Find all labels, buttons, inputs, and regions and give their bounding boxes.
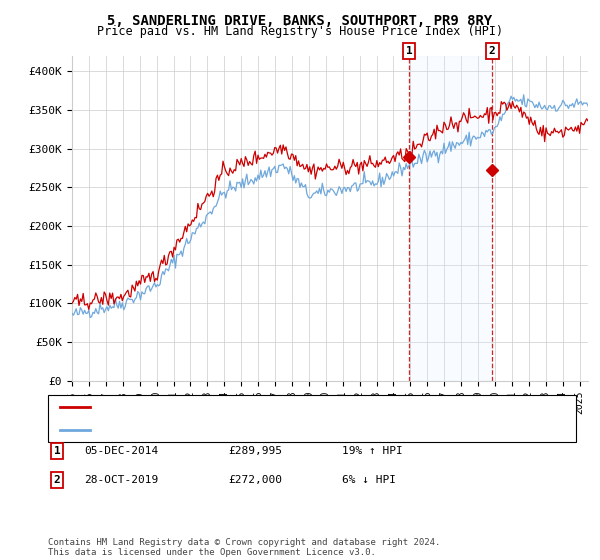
Text: £272,000: £272,000 bbox=[228, 475, 282, 485]
Text: 2: 2 bbox=[488, 46, 496, 56]
Text: 5, SANDERLING DRIVE, BANKS, SOUTHPORT, PR9 8RY: 5, SANDERLING DRIVE, BANKS, SOUTHPORT, P… bbox=[107, 14, 493, 28]
Text: 2: 2 bbox=[53, 475, 61, 485]
Text: 28-OCT-2019: 28-OCT-2019 bbox=[84, 475, 158, 485]
Text: £289,995: £289,995 bbox=[228, 446, 282, 456]
Text: 05-DEC-2014: 05-DEC-2014 bbox=[84, 446, 158, 456]
Bar bbox=[409, 56, 492, 381]
Text: 5, SANDERLING DRIVE, BANKS, SOUTHPORT, PR9 8RY (detached house): 5, SANDERLING DRIVE, BANKS, SOUTHPORT, P… bbox=[93, 402, 487, 412]
Text: HPI: Average price, detached house, West Lancashire: HPI: Average price, detached house, West… bbox=[93, 425, 412, 435]
Text: Price paid vs. HM Land Registry's House Price Index (HPI): Price paid vs. HM Land Registry's House … bbox=[97, 25, 503, 38]
Text: 19% ↑ HPI: 19% ↑ HPI bbox=[342, 446, 403, 456]
Text: 1: 1 bbox=[406, 46, 412, 56]
Text: Contains HM Land Registry data © Crown copyright and database right 2024.
This d: Contains HM Land Registry data © Crown c… bbox=[48, 538, 440, 557]
Text: 6% ↓ HPI: 6% ↓ HPI bbox=[342, 475, 396, 485]
Text: 1: 1 bbox=[53, 446, 61, 456]
